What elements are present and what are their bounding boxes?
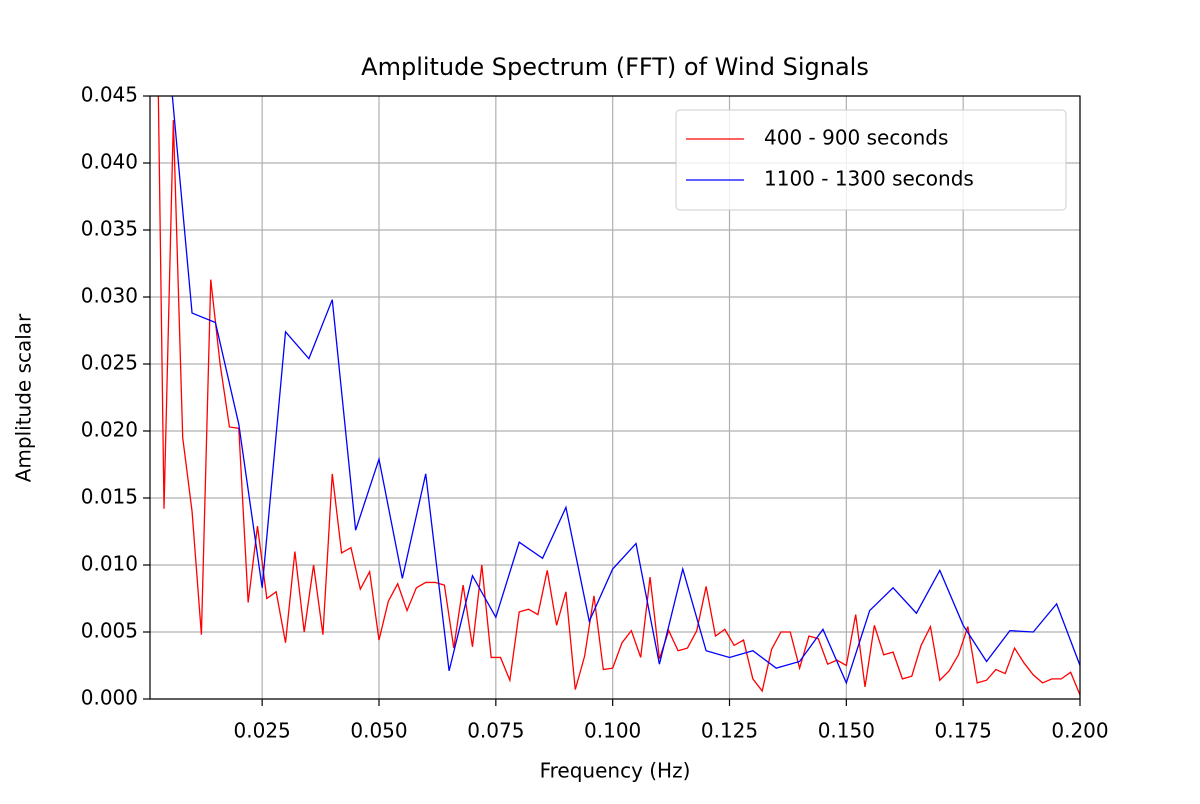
plot-lines (157, 96, 1080, 696)
y-tick-label: 0.035 (81, 217, 138, 241)
series-line (171, 96, 1080, 685)
y-tick-label: 0.030 (81, 284, 138, 308)
x-tick-label: 0.075 (467, 719, 524, 743)
chart-title: Amplitude Spectrum (FFT) of Wind Signals (361, 53, 869, 81)
y-tick-label: 0.025 (81, 351, 138, 375)
legend-label: 400 - 900 seconds (764, 126, 948, 150)
x-tick-label: 0.125 (701, 719, 758, 743)
y-tick-label: 0.045 (81, 83, 138, 107)
y-tick-label: 0.015 (81, 485, 138, 509)
y-axis-label: Amplitude scalar (12, 313, 36, 482)
x-tick-label: 0.200 (1051, 719, 1108, 743)
x-tick-label: 0.150 (818, 719, 875, 743)
legend-box (675, 109, 1067, 211)
y-tick-label: 0.005 (81, 619, 138, 643)
x-axis-label: Frequency (Hz) (540, 759, 691, 783)
x-tick-label: 0.050 (350, 719, 407, 743)
y-tick-label: 0.040 (81, 150, 138, 174)
y-tick-label: 0.000 (81, 686, 138, 710)
y-tick-label: 0.010 (81, 552, 138, 576)
x-tick-label: 0.025 (234, 719, 291, 743)
x-tick-label: 0.175 (935, 719, 992, 743)
series-line (157, 96, 1080, 696)
plot-frame (149, 95, 1081, 700)
legend-label: 1100 - 1300 seconds (764, 167, 974, 191)
x-tick-label: 0.100 (584, 719, 641, 743)
y-tick-label: 0.020 (81, 418, 138, 442)
